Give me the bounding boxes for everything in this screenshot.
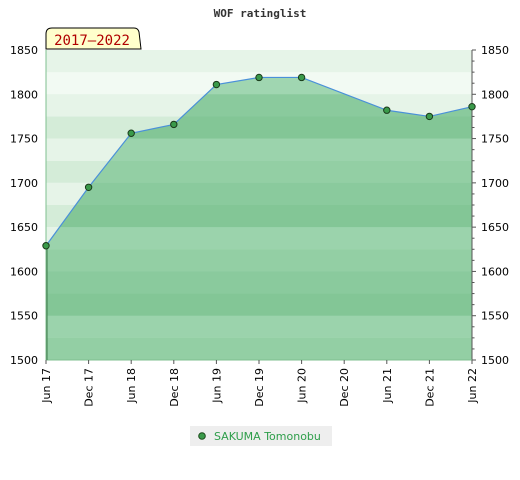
- series-line: [45, 76, 473, 247]
- data-point-marker: [127, 129, 135, 137]
- data-point-marker: [84, 183, 93, 191]
- y-tick-label-right: 1850: [481, 44, 509, 57]
- background-band: [46, 50, 472, 73]
- data-point-marker: [383, 106, 391, 114]
- y-tick-label-right: 1600: [481, 265, 509, 278]
- y-tick-label-right: 1800: [481, 88, 509, 101]
- y-tick-label-left: 1800: [10, 88, 38, 101]
- data-point-marker: [170, 120, 178, 129]
- data-point-marker: [255, 73, 263, 82]
- area-stripe: [46, 271, 472, 316]
- data-point-marker: [425, 112, 434, 121]
- legend: SAKUMA Tomonobu: [190, 426, 332, 446]
- data-point-marker: [212, 80, 221, 89]
- y-tick-label-left: 1650: [10, 221, 38, 234]
- x-tick-label: Dec 21: [423, 368, 436, 407]
- data-point-marker: [297, 73, 306, 82]
- y-left-labels: 1500 1550 1600 1650 1700 1750 1800 1850: [10, 44, 38, 367]
- y-tick-label-left: 1750: [10, 133, 38, 146]
- data-point-marker: [468, 102, 476, 111]
- x-tick-label: Jun 22: [466, 368, 479, 404]
- area-fill: [46, 77, 472, 360]
- y-tick-label-left: 1850: [10, 44, 38, 57]
- period-badge: 2017–2022: [45, 27, 142, 50]
- data-point-marker: [42, 242, 50, 250]
- area-stripe: [46, 182, 472, 228]
- x-tick-label: Dec 20: [338, 368, 351, 407]
- legend-marker: [198, 432, 206, 440]
- x-tick-label: Jun 18: [125, 368, 138, 404]
- y-tick-label-right: 1750: [481, 133, 509, 146]
- legend-box: [190, 426, 332, 446]
- y-right-labels: 1500 1550 1600 1650 1700 1750 1800 1850: [481, 44, 509, 367]
- y-tick-label-left: 1550: [10, 310, 38, 323]
- axes-group: [45, 49, 476, 364]
- y-tick-label-right: 1550: [481, 310, 509, 323]
- period-badge-label: 2017–2022: [54, 33, 130, 49]
- series-line-group: [45, 76, 473, 360]
- period-badge-shape: [45, 27, 142, 50]
- y-tick-label-right: 1650: [481, 221, 509, 234]
- x-tick-label: Dec 17: [83, 368, 96, 407]
- y-tick-label-left: 1700: [10, 177, 38, 190]
- legend-series-label: SAKUMA Tomonobu: [214, 430, 321, 443]
- markers-group: [42, 73, 476, 250]
- chart-title: WOF ratinglist: [214, 7, 307, 20]
- y-tick-label-left: 1600: [10, 265, 38, 278]
- y-tick-label-right: 1500: [481, 354, 509, 367]
- x-tick-label: Jun 19: [210, 368, 223, 404]
- x-labels: Jun 17 Dec 17 Jun 18 Dec 18 Jun 19 Dec 19 Jun …: [40, 368, 479, 407]
- y-tick-label-right: 1700: [481, 177, 509, 190]
- x-tick-label: Jun 21: [381, 368, 394, 404]
- x-tick-label: Dec 18: [168, 368, 181, 407]
- y-tick-label-left: 1500: [10, 354, 38, 367]
- x-tick-label: Dec 19: [253, 368, 266, 407]
- x-tick-label: Jun 20: [296, 368, 309, 404]
- x-tick-label: Jun 17: [40, 368, 53, 404]
